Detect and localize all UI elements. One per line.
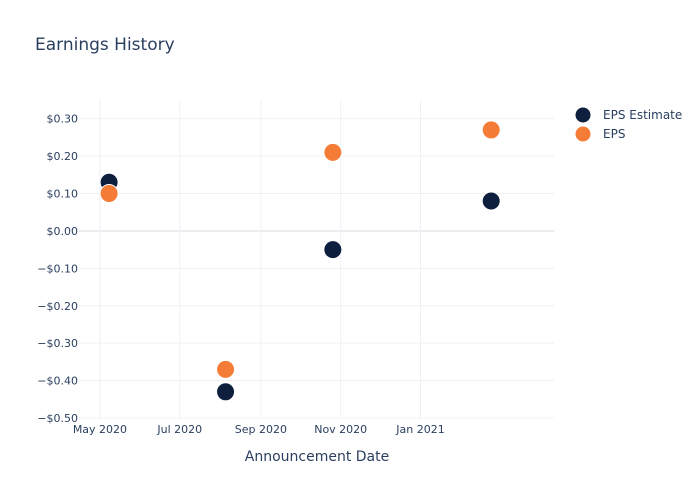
eps-point[interactable] xyxy=(481,120,501,140)
y-tick-label: $0.20 xyxy=(47,150,79,163)
grid-layer xyxy=(79,100,554,419)
eps-estimate-point[interactable] xyxy=(323,240,343,260)
y-tick-label: −$0.20 xyxy=(37,300,78,313)
y-tick-label: −$0.30 xyxy=(37,337,78,350)
eps-point[interactable] xyxy=(323,142,343,162)
eps-estimate-point[interactable] xyxy=(216,382,236,402)
eps-point[interactable] xyxy=(216,359,236,379)
legend: EPS Estimate EPS xyxy=(575,107,682,142)
y-axis-ticks: $0.30 $0.20 $0.10 $0.00 −$0.10 −$0.20 −$0.30 −$… xyxy=(37,113,78,425)
chart-title: Earnings History xyxy=(35,35,175,55)
legend-eps-estimate-marker[interactable] xyxy=(575,107,591,123)
y-tick-label: $0.30 xyxy=(47,113,79,126)
x-tick-label: Sep 2020 xyxy=(235,423,287,436)
x-axis-label: Announcement Date xyxy=(245,449,389,465)
y-tick-label: −$0.40 xyxy=(37,375,78,388)
y-tick-label: −$0.50 xyxy=(37,412,78,425)
y-tick-label: $0.00 xyxy=(47,225,79,238)
y-tick-label: −$0.10 xyxy=(37,262,78,275)
legend-eps-marker[interactable] xyxy=(575,126,591,142)
x-tick-label: Jan 2021 xyxy=(395,423,444,436)
legend-eps-estimate-label[interactable]: EPS Estimate xyxy=(603,108,682,122)
legend-eps-label[interactable]: EPS xyxy=(603,127,625,141)
x-tick-label: Nov 2020 xyxy=(314,423,367,436)
eps-estimate-point[interactable] xyxy=(481,191,501,211)
y-tick-label: $0.10 xyxy=(47,188,79,201)
x-axis-ticks: May 2020 Jul 2020 Sep 2020 Nov 2020 Jan 2021 xyxy=(73,423,445,436)
x-tick-label: May 2020 xyxy=(73,423,127,436)
eps-point[interactable] xyxy=(99,184,119,204)
x-tick-label: Jul 2020 xyxy=(156,423,202,436)
data-points xyxy=(99,120,501,402)
